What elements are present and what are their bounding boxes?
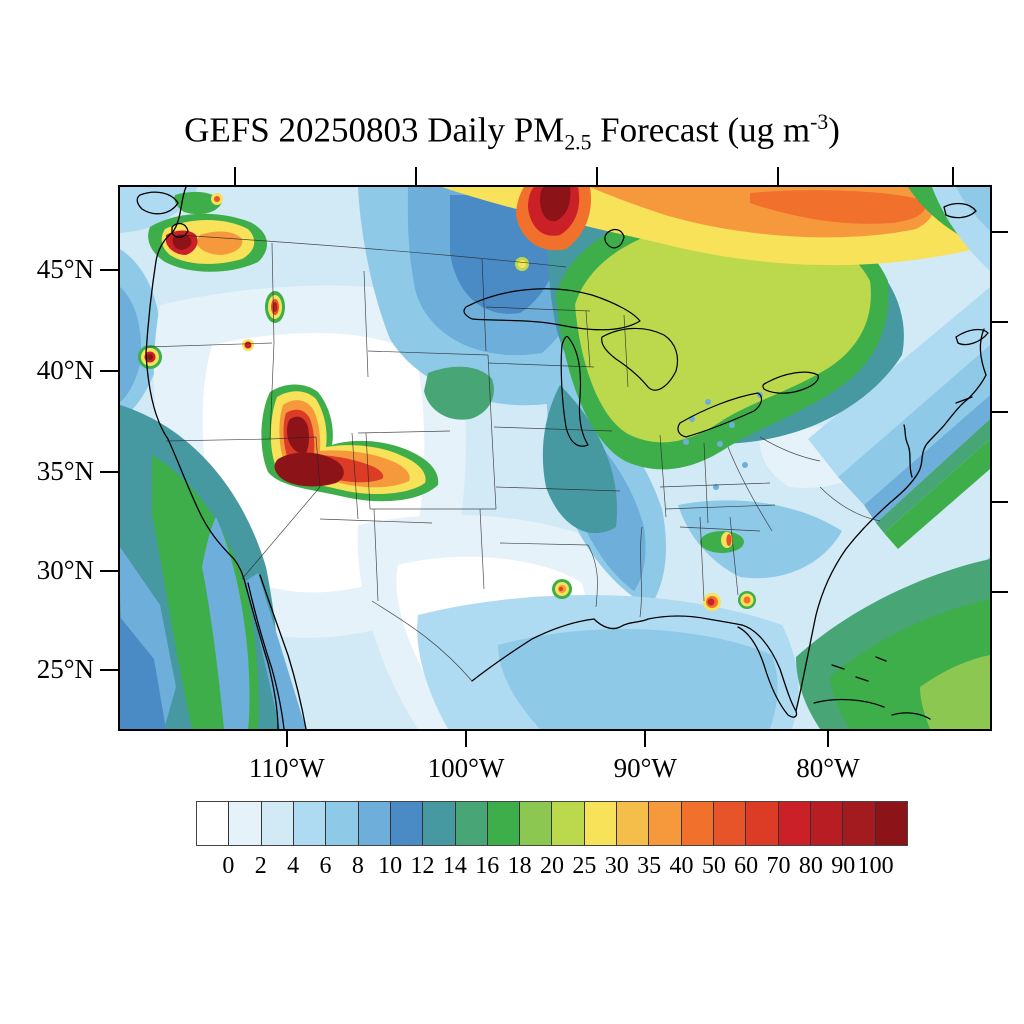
colorbar-tick-label: 2 [254,853,267,879]
y-axis-label: 45°N [36,254,94,285]
colorbar-cell [810,802,844,845]
colorbar-tick-label: 20 [540,853,564,879]
colorbar-cell [552,802,585,845]
x-axis-label: 90°W [613,753,677,783]
colorbar-cell [875,802,907,845]
x-axis-tick [826,729,829,747]
right-axis-tick [990,321,1008,324]
x-axis-tick [285,729,288,747]
right-axis-tick [990,231,1008,234]
x-axis-label: 80°W [796,753,860,783]
colorbar-cell [843,802,876,845]
map-art-svg [120,187,990,729]
colorbar-tick-label: 60 [734,853,759,879]
colorbar-cell [358,802,391,845]
city-dots [683,392,763,490]
x-axis-tick [644,729,647,747]
colorbar-tick-label: 40 [669,853,694,879]
colorbar-tick-label: 25 [572,853,597,879]
colorbar-cell [714,802,747,845]
colorbar-tick-label: 80 [798,853,823,879]
colorbar-tick-label: 8 [351,853,364,879]
top-axis-tick [233,167,236,185]
great-lakes-outlines [463,228,819,447]
colorbar-cell [617,802,650,845]
top-axis-tick [952,167,955,185]
colorbar-tick-label: 14 [442,853,467,879]
colorbar-cell [390,802,424,845]
y-axis-tick [100,569,118,572]
colorbar-tick-label: 18 [507,853,532,879]
colorbar-cell [487,802,521,845]
colorbar-tick-label: 0 [222,853,235,879]
colorbar-tick-label: 10 [378,853,403,879]
colorbar-cell [423,802,456,845]
colorbar-cell [649,802,682,845]
top-axis-tick [777,167,780,185]
title-superscript: -3 [810,110,829,134]
state-border-lines [145,234,881,682]
colorbar-cell [197,802,230,845]
colorbar-cell [746,802,779,845]
right-axis-tick [990,411,1008,414]
title-subscript: 2.5 [564,130,592,155]
coastline-paths [136,187,989,729]
hotspot-pacific-northwest [148,193,268,272]
colorbar-tick-label: 4 [287,853,300,879]
colorbar-tick-label: 6 [319,853,332,879]
colorbar-cell [261,802,294,845]
colorbar-tick-label: 50 [701,853,726,879]
y-axis-tick [100,269,118,272]
right-axis-tick [990,591,1008,594]
y-axis-tick [100,369,118,372]
colorbar-cell [778,802,811,845]
x-axis-tick [465,729,467,747]
colorbar-cell [584,802,618,845]
y-axis-label: 30°N [36,554,94,585]
colorbar-tick-label: 12 [410,853,435,879]
colorbar-tick-label: 16 [475,853,500,879]
colorbar-cell [520,802,553,845]
colorbar [196,801,908,846]
page-title: GEFS 20250803 Daily PM2.5 Forecast (ug m… [184,110,840,155]
y-axis-tick [100,471,118,474]
right-axis-tick [990,501,1008,504]
colorbar-tick-label: 100 [857,853,894,879]
colorbar-tick-label: 70 [766,853,791,879]
gulf-of-california [246,573,306,729]
top-axis-tick [596,167,599,185]
y-axis-label: 40°N [36,354,94,385]
y-axis-label: 25°N [36,654,94,685]
hotspot-norcal [138,345,162,369]
colorbar-cell [681,802,714,845]
colorbar-cell [455,802,488,845]
colorbar-cell [326,802,359,845]
x-axis-label: 100°W [427,753,505,783]
hotspot-utah-plume [261,384,439,502]
colorbar-tick-label: 35 [637,853,662,879]
map-plot-area [118,185,992,731]
colorbar-cell [229,802,262,845]
x-axis-label: 110°W [248,753,325,783]
colorbar-tick-label: 30 [604,853,629,879]
colorbar-tick-label: 90 [831,853,856,879]
y-axis-label: 35°N [36,456,94,487]
y-axis-tick [100,669,118,672]
colorbar-cell [293,802,327,845]
top-axis-tick [415,167,418,185]
